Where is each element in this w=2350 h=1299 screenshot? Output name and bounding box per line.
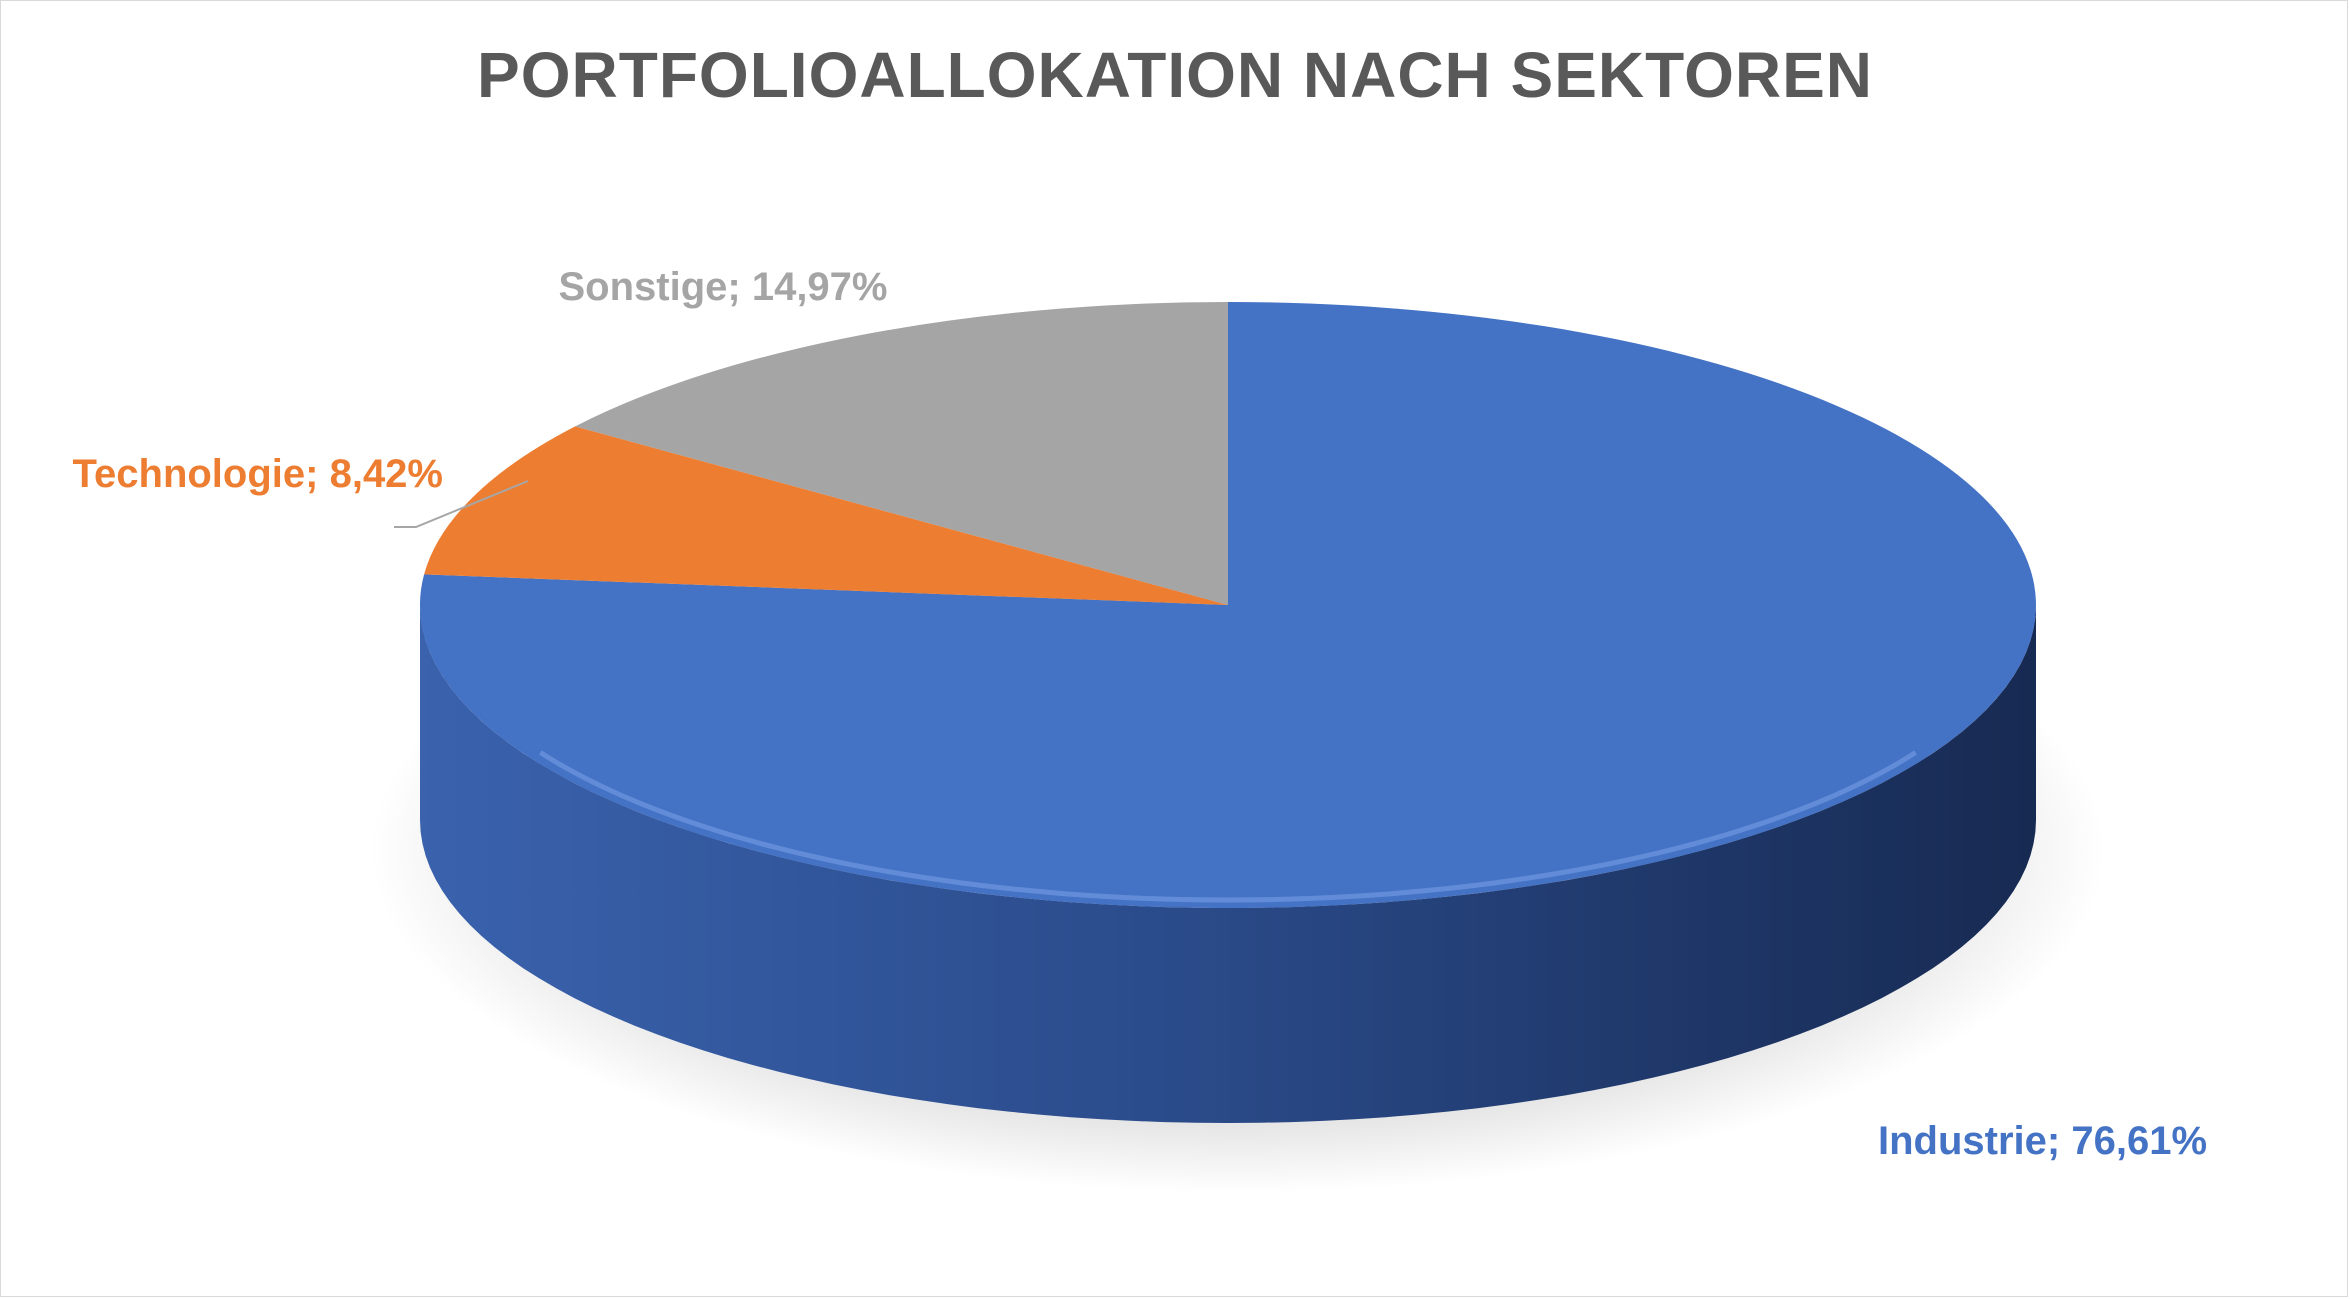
chart-title: PORTFOLIOALLOKATION NACH SEKTOREN xyxy=(477,39,1873,111)
pie-side-industrie xyxy=(420,605,2036,1123)
pie-slice-technologie xyxy=(424,426,1229,605)
pie-rim-highlight xyxy=(539,750,1917,903)
data-label-technologie: Technologie; 8,42% xyxy=(73,452,443,496)
pie-slice-industrie xyxy=(419,302,2036,908)
data-label-industrie: Industrie; 76,61% xyxy=(1878,1119,2207,1163)
pie-slice-sonstige xyxy=(575,301,1228,605)
leader-line-technologie xyxy=(394,480,529,528)
data-label-sonstige: Sonstige; 14,97% xyxy=(558,265,887,309)
